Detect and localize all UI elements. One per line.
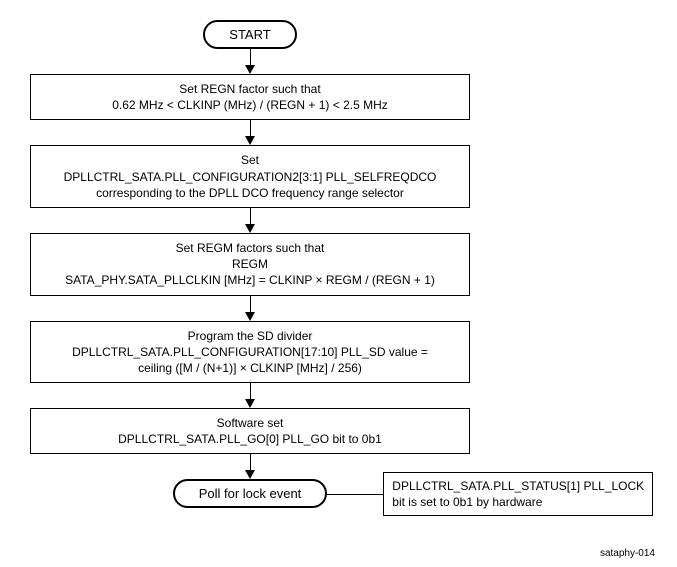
- step5-line2: DPLLCTRL_SATA.PLL_GO[0] PLL_GO bit to 0b…: [39, 431, 461, 447]
- poll-note-connector: [327, 494, 383, 495]
- arrow-step1-step2: [245, 120, 255, 145]
- step2-line3: corresponding to the DPLL DCO frequency …: [39, 185, 461, 201]
- step4-node: Program the SD divider DPLLCTRL_SATA.PLL…: [30, 321, 470, 384]
- step4-line1: Program the SD divider: [39, 328, 461, 344]
- note-node: DPLLCTRL_SATA.PLL_STATUS[1] PLL_LOCK bit…: [383, 472, 653, 516]
- start-node: START: [203, 20, 296, 49]
- step1-node: Set REGN factor such that 0.62 MHz < CLK…: [30, 74, 470, 120]
- step4-line3: ceiling ([M / (N+1)] × CLKINP [MHz] / 25…: [39, 360, 461, 376]
- note-line2: bit is set to 0b1 by hardware: [392, 494, 644, 510]
- step2-line2: DPLLCTRL_SATA.PLL_CONFIGURATION2[3:1] PL…: [39, 169, 461, 185]
- arrow-start-step1: [245, 49, 255, 74]
- poll-label: Poll for lock event: [199, 486, 302, 501]
- arrow-step4-step5: [245, 383, 255, 408]
- arrow-step2-step3: [245, 208, 255, 233]
- flowchart-column: START Set REGN factor such that 0.62 MHz…: [30, 20, 470, 508]
- step5-node: Software set DPLLCTRL_SATA.PLL_GO[0] PLL…: [30, 408, 470, 454]
- step2-node: Set DPLLCTRL_SATA.PLL_CONFIGURATION2[3:1…: [30, 145, 470, 208]
- step3-node: Set REGM factors such that REGM SATA_PHY…: [30, 233, 470, 296]
- note-line1: DPLLCTRL_SATA.PLL_STATUS[1] PLL_LOCK: [392, 478, 644, 494]
- step1-line1: Set REGN factor such that: [39, 81, 461, 97]
- step2-line1: Set: [39, 152, 461, 168]
- start-label: START: [229, 27, 270, 42]
- arrow-step5-poll: [245, 454, 255, 479]
- poll-node: Poll for lock event: [173, 479, 328, 508]
- step3-line2: REGM: [39, 256, 461, 272]
- step3-line1: Set REGM factors such that: [39, 240, 461, 256]
- step5-line1: Software set: [39, 415, 461, 431]
- step3-line3: SATA_PHY.SATA_PLLCLKIN [MHz] = CLKINP × …: [39, 272, 461, 288]
- figure-id: sataphy-014: [600, 548, 655, 559]
- arrow-step3-step4: [245, 296, 255, 321]
- poll-note-connector-wrap: DPLLCTRL_SATA.PLL_STATUS[1] PLL_LOCK bit…: [327, 472, 653, 516]
- step4-line2: DPLLCTRL_SATA.PLL_CONFIGURATION[17:10] P…: [39, 344, 461, 360]
- step1-line2: 0.62 MHz < CLKINP (MHz) / (REGN + 1) < 2…: [39, 97, 461, 113]
